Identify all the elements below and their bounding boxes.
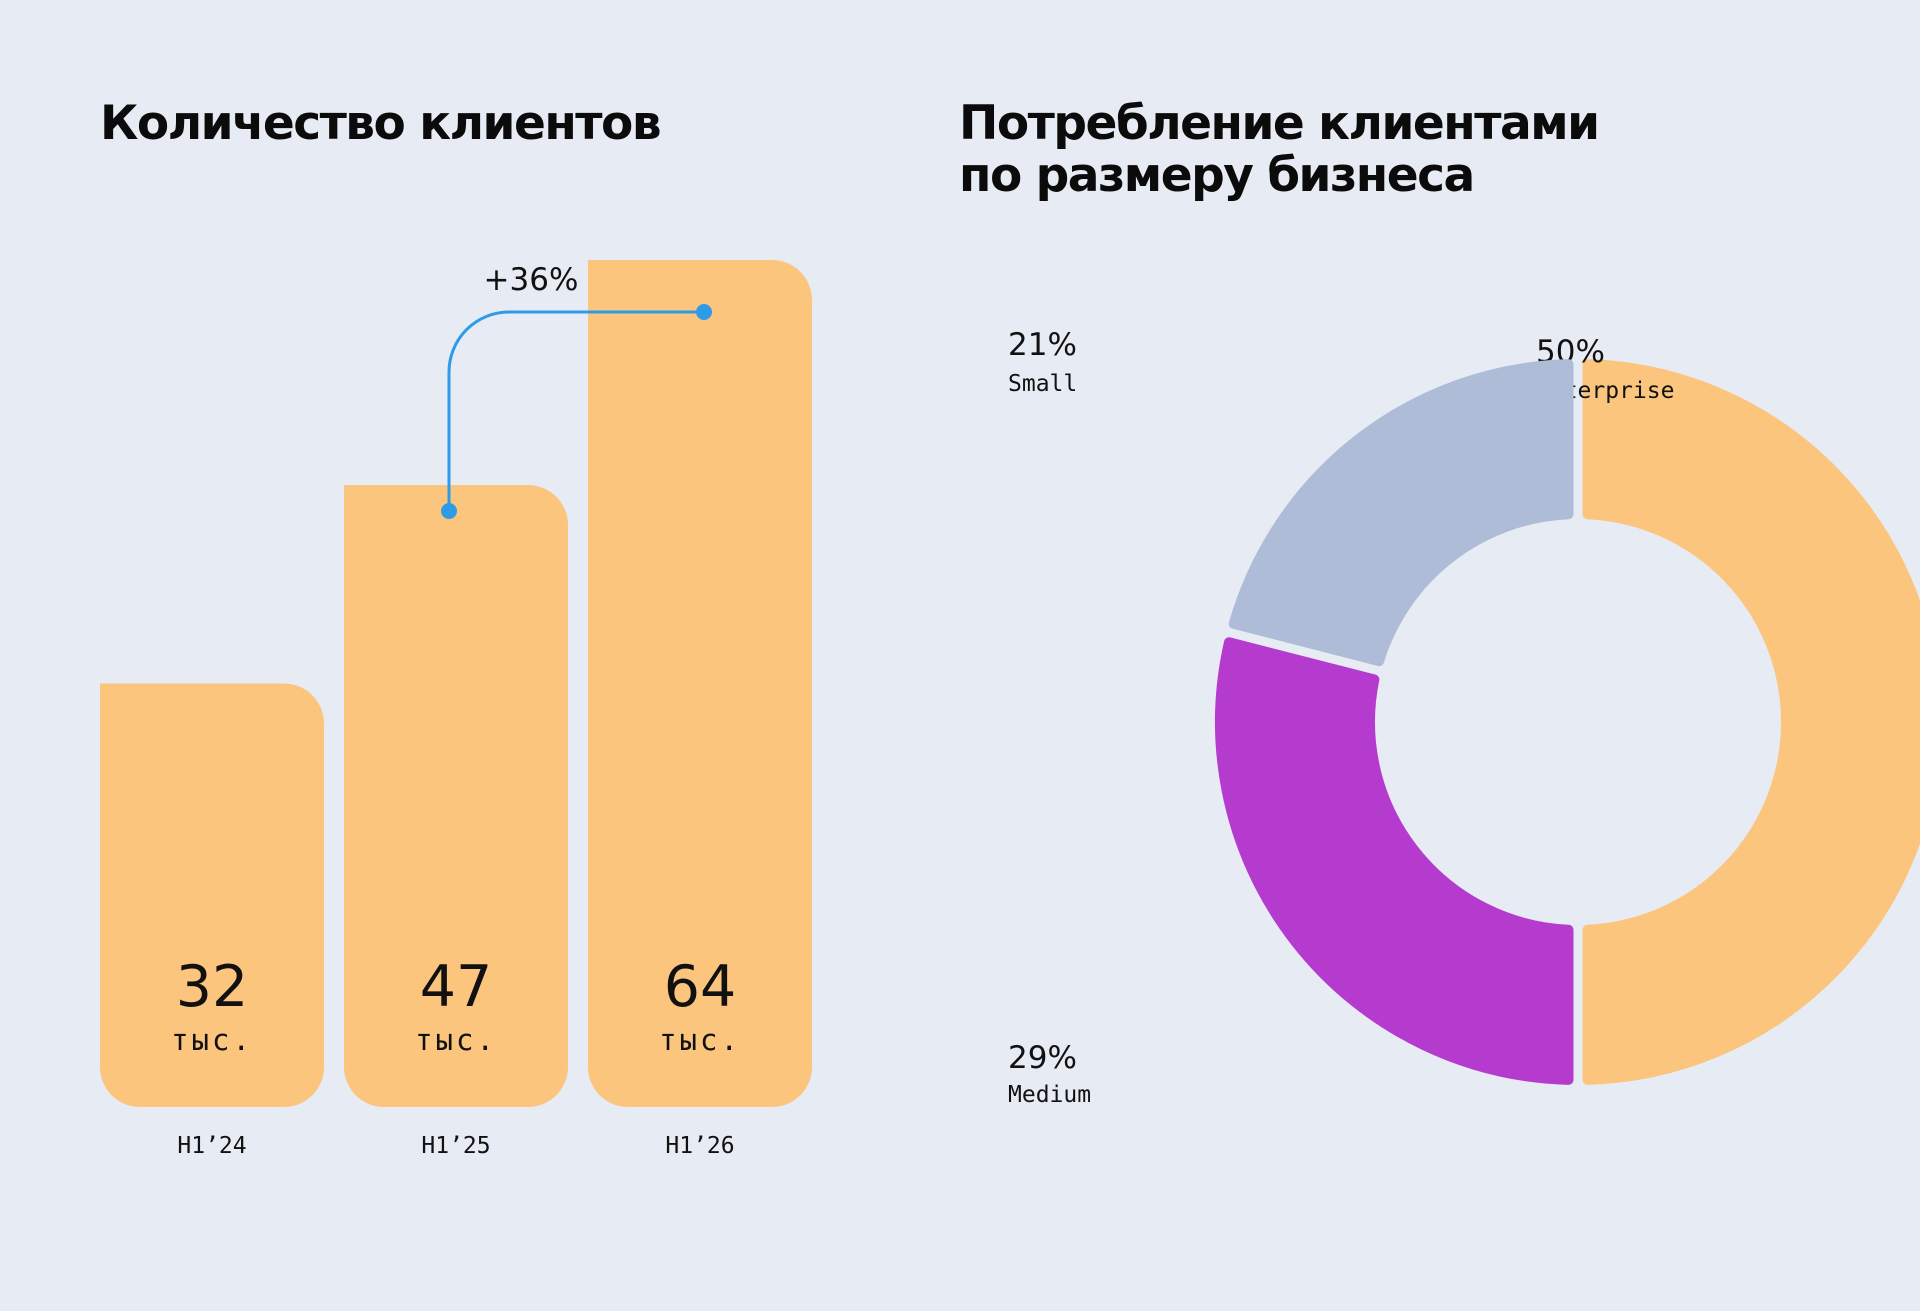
bar-value-label-0: 32 [176, 954, 249, 1020]
donut-percent-label-small: 21% [1008, 327, 1077, 363]
bar-chart-title: Количество клиентов [100, 96, 662, 151]
bar-value-label-1: 47 [420, 954, 493, 1020]
bar-unit-label-0: тыс. [171, 1023, 253, 1057]
bar-unit-label-1: тыс. [415, 1023, 497, 1057]
bar-0 [100, 683, 324, 1107]
growth-connector-start-dot [441, 502, 457, 519]
donut-chart-title: Потребление клиентами по размеру бизнеса [959, 96, 1600, 203]
bar-2 [588, 260, 812, 1107]
x-tick-label-2: H1’26 [665, 1133, 734, 1159]
donut-chart-title-line-1: Потребление клиентами [959, 96, 1600, 151]
growth-connector-end-dot [696, 304, 712, 320]
donut-name-label-small: Small [1008, 371, 1077, 397]
donut-slice-small [1228, 359, 1574, 667]
bar-1 [344, 484, 568, 1107]
donut-name-label-medium: Medium [1008, 1082, 1091, 1108]
donut-slice-enterprise [1582, 359, 1920, 1085]
bar-value-label-2: 64 [664, 954, 737, 1020]
donut-slice-medium [1215, 637, 1574, 1085]
bar-unit-label-2: тыс. [659, 1023, 741, 1057]
donut-chart-title-line-2: по размеру бизнеса [959, 148, 1475, 203]
donut-percent-label-medium: 29% [1008, 1040, 1077, 1076]
growth-label: +36% [484, 262, 579, 298]
growth-connector-line [447, 310, 704, 511]
x-tick-label-1: H1’25 [421, 1133, 490, 1159]
x-tick-label-0: H1’24 [177, 1133, 246, 1159]
